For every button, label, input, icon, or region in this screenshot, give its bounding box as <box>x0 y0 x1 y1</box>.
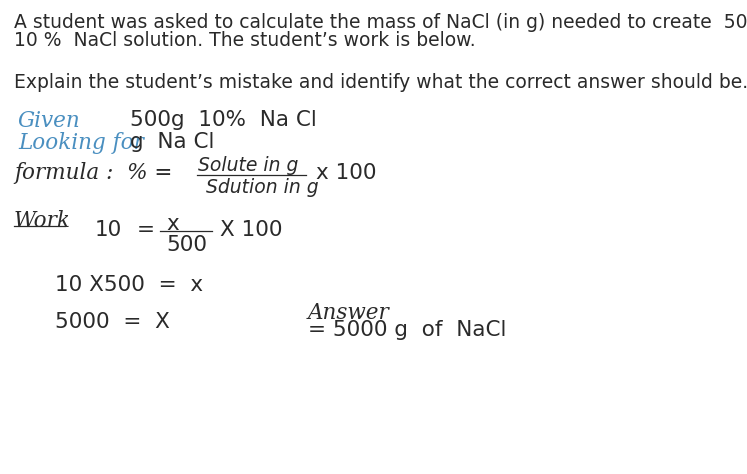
Text: 500g  10%  Na Cl: 500g 10% Na Cl <box>130 110 317 130</box>
Text: Sdution in g: Sdution in g <box>206 178 319 197</box>
Text: 10 X500  =  x: 10 X500 = x <box>55 275 203 295</box>
Text: =: = <box>137 220 155 240</box>
Text: Explain the student’s mistake and identify what the correct answer should be.: Explain the student’s mistake and identi… <box>14 73 747 92</box>
Text: = 5000 g  of  NaCl: = 5000 g of NaCl <box>308 320 506 340</box>
Text: A student was asked to calculate the mass of NaCl (in g) needed to create  500 g: A student was asked to calculate the mas… <box>14 13 747 32</box>
Text: x: x <box>166 214 179 234</box>
Text: 5000  =  X: 5000 = X <box>55 312 170 332</box>
Text: formula :  % =: formula : % = <box>14 162 173 184</box>
Text: x 100: x 100 <box>316 163 376 183</box>
Text: X 100: X 100 <box>220 220 282 240</box>
Text: 10 %  NaCl solution. The student’s work is below.: 10 % NaCl solution. The student’s work i… <box>14 31 476 50</box>
Text: 10: 10 <box>95 220 123 240</box>
Text: Answer: Answer <box>308 302 390 324</box>
Text: Solute in g: Solute in g <box>198 156 298 175</box>
Text: Looking for: Looking for <box>18 132 144 154</box>
Text: g  Na Cl: g Na Cl <box>130 132 214 152</box>
Text: 500: 500 <box>166 235 207 255</box>
Text: Given: Given <box>18 110 81 132</box>
Text: Work: Work <box>14 210 71 232</box>
